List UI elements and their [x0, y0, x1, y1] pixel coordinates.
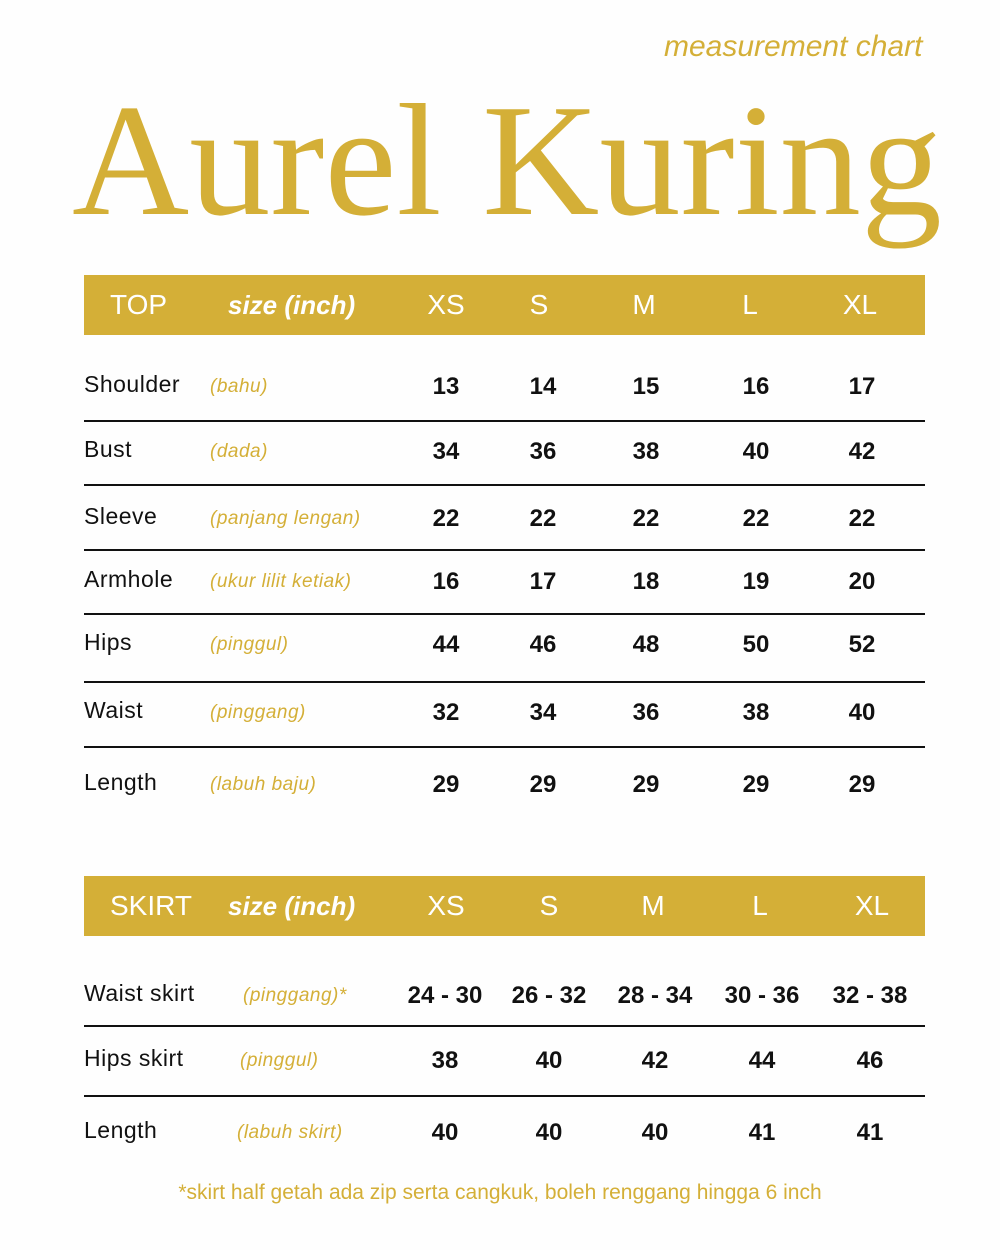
size-value: 52 — [848, 631, 876, 658]
size-xs: XS — [427, 289, 465, 320]
size-value: 17 — [848, 373, 876, 400]
size-value: 44 — [748, 1047, 776, 1074]
size-value: 29 — [432, 771, 460, 798]
size-value: 44 — [432, 631, 460, 658]
size-value: 19 — [742, 568, 770, 595]
row-local-label: (pinggul) — [240, 1050, 319, 1071]
size-value: 40 — [535, 1119, 563, 1146]
row-divider — [84, 484, 925, 486]
row-label: Waist — [84, 697, 144, 723]
size-value: 28 - 34 — [617, 982, 693, 1009]
size-value: 38 — [431, 1047, 459, 1074]
row-divider — [84, 549, 925, 551]
size-m: M — [632, 289, 656, 320]
size-value: 38 — [742, 699, 770, 726]
row-label: Hips skirt — [84, 1045, 184, 1071]
title-text: Aurel Kuring — [72, 71, 942, 249]
size-value: 32 - 38 — [832, 982, 908, 1009]
size-value: 15 — [632, 373, 660, 400]
size-value: 41 — [748, 1119, 776, 1146]
top-heading: TOP — [110, 289, 168, 320]
row-label: Shoulder — [84, 371, 181, 397]
size-l: L — [742, 289, 758, 320]
size-value: 34 — [529, 699, 557, 726]
row-divider — [84, 1095, 925, 1097]
size-value: 38 — [632, 438, 660, 465]
size-value: 42 — [641, 1047, 669, 1074]
size-value: 14 — [529, 373, 557, 400]
skirt-heading: SKIRT — [110, 890, 192, 921]
skirt-header-bar: SKIRT size (inch) XS S M L XL — [84, 876, 925, 936]
row-divider — [84, 420, 925, 422]
size-l: L — [752, 890, 768, 921]
row-divider — [84, 613, 925, 615]
size-value: 22 — [742, 505, 770, 532]
size-s: S — [529, 289, 549, 320]
row-local-label: (pinggul) — [210, 634, 289, 655]
size-value: 29 — [529, 771, 557, 798]
row-label: Waist skirt — [84, 980, 195, 1006]
row-label: Length — [84, 1117, 158, 1143]
skirt-unit-label: size (inch) — [228, 891, 356, 921]
size-xl: XL — [842, 289, 878, 320]
size-value: 29 — [742, 771, 770, 798]
row-local-label: (pinggang)* — [243, 985, 347, 1006]
size-value: 46 — [529, 631, 557, 658]
row-local-label: (labuh baju) — [210, 774, 317, 795]
row-label: Sleeve — [84, 503, 158, 529]
size-value: 32 — [432, 699, 460, 726]
row-label: Hips — [84, 629, 133, 655]
size-value: 40 — [742, 438, 770, 465]
row-divider — [84, 746, 925, 748]
size-m: M — [641, 890, 665, 921]
size-value: 50 — [742, 631, 770, 658]
size-value: 24 - 30 — [407, 982, 483, 1009]
size-value: 22 — [529, 505, 557, 532]
row-label: Bust — [84, 436, 133, 462]
size-value: 22 — [432, 505, 460, 532]
row-local-label: (ukur lilit ketiak) — [210, 571, 352, 592]
size-value: 29 — [848, 771, 876, 798]
row-local-label: (panjang lengan) — [210, 508, 361, 529]
size-value: 36 — [632, 699, 660, 726]
row-label: Armhole — [84, 566, 174, 592]
size-value: 16 — [742, 373, 770, 400]
footnote: *skirt half getah ada zip serta cangkuk,… — [178, 1181, 822, 1204]
row-local-label: (labuh skirt) — [237, 1122, 343, 1143]
size-xs: XS — [427, 890, 465, 921]
row-local-label: (dada) — [210, 441, 268, 462]
size-value: 18 — [632, 568, 660, 595]
row-local-label: (bahu) — [210, 376, 268, 397]
size-value: 40 — [641, 1119, 669, 1146]
size-value: 22 — [848, 505, 876, 532]
size-s: S — [539, 890, 559, 921]
row-divider — [84, 1025, 925, 1027]
size-value: 40 — [431, 1119, 459, 1146]
subtitle: measurement chart — [664, 30, 923, 63]
size-value: 46 — [856, 1047, 884, 1074]
brand-title: Aurel Kuring — [72, 71, 942, 249]
size-value: 40 — [848, 699, 876, 726]
size-value: 42 — [848, 438, 876, 465]
size-value: 41 — [856, 1119, 884, 1146]
size-value: 17 — [529, 568, 557, 595]
size-value: 34 — [432, 438, 460, 465]
size-xl: XL — [854, 890, 890, 921]
size-value: 16 — [432, 568, 460, 595]
size-value: 36 — [529, 438, 557, 465]
size-value: 40 — [535, 1047, 563, 1074]
size-value: 13 — [432, 373, 460, 400]
row-label: Length — [84, 769, 158, 795]
size-value: 48 — [632, 631, 660, 658]
size-value: 30 - 36 — [724, 982, 800, 1009]
row-local-label: (pinggang) — [210, 702, 306, 723]
size-value: 29 — [632, 771, 660, 798]
top-unit-label: size (inch) — [228, 290, 356, 320]
size-value: 20 — [848, 568, 876, 595]
row-divider — [84, 681, 925, 683]
size-value: 22 — [632, 505, 660, 532]
size-value: 26 - 32 — [511, 982, 587, 1009]
top-header-bar: TOP size (inch) XS S M L XL — [84, 275, 925, 335]
